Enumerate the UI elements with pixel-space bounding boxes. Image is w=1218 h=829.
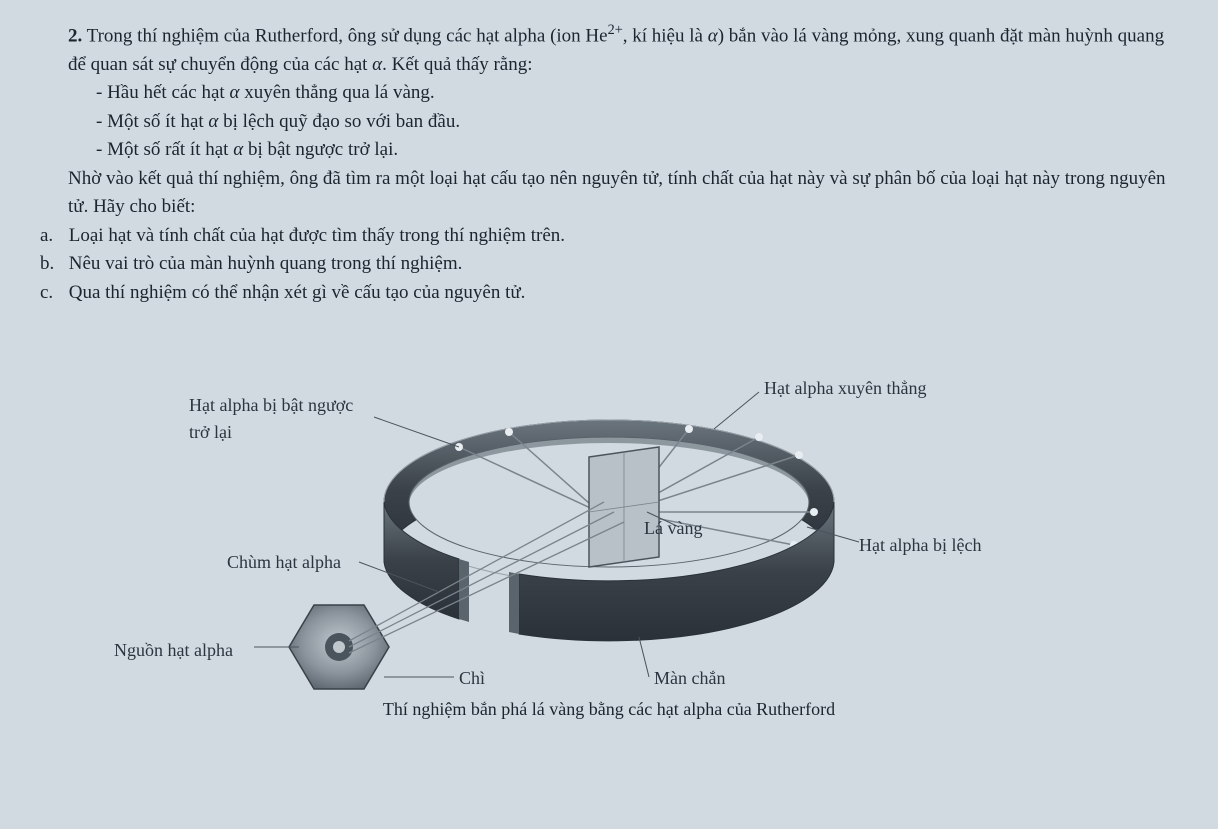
bullet1-post: xuyên thẳng qua lá vàng. bbox=[239, 82, 434, 103]
label-bounced-l1: Hạt alpha bị bật ngược bbox=[189, 392, 353, 419]
sub-label-c: c. bbox=[40, 279, 64, 308]
label-beam: Chùm hạt alpha bbox=[227, 549, 341, 576]
intro-text-1: Trong thí nghiệm của Rutherford, ông sử … bbox=[87, 25, 608, 46]
label-deflected: Hạt alpha bị lệch bbox=[859, 532, 981, 559]
bullet3-alpha: α bbox=[233, 139, 243, 160]
leader-straight bbox=[714, 392, 759, 429]
sub-text-a: Loại hạt và tính chất của hạt được tìm t… bbox=[69, 225, 565, 246]
label-shield: Màn chắn bbox=[654, 665, 725, 692]
label-bounced: Hạt alpha bị bật ngược trở lại bbox=[189, 392, 353, 446]
ring-gap-edge-right bbox=[509, 572, 519, 634]
label-source: Nguồn hạt alpha bbox=[114, 637, 233, 664]
leader-shield bbox=[639, 637, 649, 677]
figure-container: Hạt alpha bị bật ngược trở lại Chùm hạt … bbox=[159, 337, 1059, 717]
bullet2-alpha: α bbox=[208, 111, 218, 132]
leader-bounced bbox=[374, 417, 459, 447]
sub-item-b: b. Nêu vai trò của màn huỳnh quang trong… bbox=[40, 250, 1178, 279]
figure-caption: Thí nghiệm bắn phá lá vàng bằng các hạt … bbox=[159, 696, 1059, 723]
superscript: 2+ bbox=[608, 22, 623, 38]
impact-dot bbox=[795, 451, 803, 459]
sub-item-c: c. Qua thí nghiệm có thể nhận xét gì về … bbox=[40, 279, 1178, 308]
intro-text-4: . Kết quả thấy rằng: bbox=[382, 54, 532, 75]
label-bounced-l2: trở lại bbox=[189, 419, 353, 446]
bullet1-alpha: α bbox=[229, 82, 239, 103]
bullet-2: - Một số ít hạt α bị lệch quỹ đạo so với… bbox=[96, 108, 1178, 137]
label-foil: Lá vàng bbox=[644, 515, 702, 542]
question-block: 2. Trong thí nghiệm của Rutherford, ông … bbox=[40, 20, 1178, 307]
bullet1-pre: - Hầu hết các hạt bbox=[96, 82, 229, 103]
bullet-1: - Hầu hết các hạt α xuyên thẳng qua lá v… bbox=[96, 79, 1178, 108]
sub-text-c: Qua thí nghiệm có thể nhận xét gì về cấu… bbox=[69, 282, 526, 303]
sub-label-b: b. bbox=[40, 250, 64, 279]
bullet-3: - Một số rất ít hạt α bị bật ngược trở l… bbox=[96, 136, 1178, 165]
bullet3-post: bị bật ngược trở lại. bbox=[243, 139, 398, 160]
bullet2-post: bị lệch quỹ đạo so với ban đầu. bbox=[218, 111, 460, 132]
alpha-symbol: α bbox=[708, 25, 718, 46]
bullet2-pre: - Một số ít hạt bbox=[96, 111, 208, 132]
impact-dot bbox=[505, 428, 513, 436]
impact-dot bbox=[685, 425, 693, 433]
label-lead: Chì bbox=[459, 665, 485, 692]
alpha-symbol-2: α bbox=[372, 54, 382, 75]
sub-label-a: a. bbox=[40, 222, 64, 251]
followup-text: Nhờ vào kết quả thí nghiệm, ông đã tìm r… bbox=[68, 165, 1178, 222]
question-number: 2. bbox=[68, 25, 82, 46]
bullet3-pre: - Một số rất ít hạt bbox=[96, 139, 233, 160]
impact-dot bbox=[755, 433, 763, 441]
question-intro: 2. Trong thí nghiệm của Rutherford, ông … bbox=[68, 20, 1178, 79]
sub-text-b: Nêu vai trò của màn huỳnh quang trong th… bbox=[69, 253, 463, 274]
impact-dot bbox=[810, 508, 818, 516]
source-aperture-inner bbox=[333, 641, 345, 653]
label-straight: Hạt alpha xuyên thẳng bbox=[764, 375, 926, 402]
sub-item-a: a. Loại hạt và tính chất của hạt được tì… bbox=[40, 222, 1178, 251]
intro-text-2: , kí hiệu là bbox=[623, 25, 708, 46]
